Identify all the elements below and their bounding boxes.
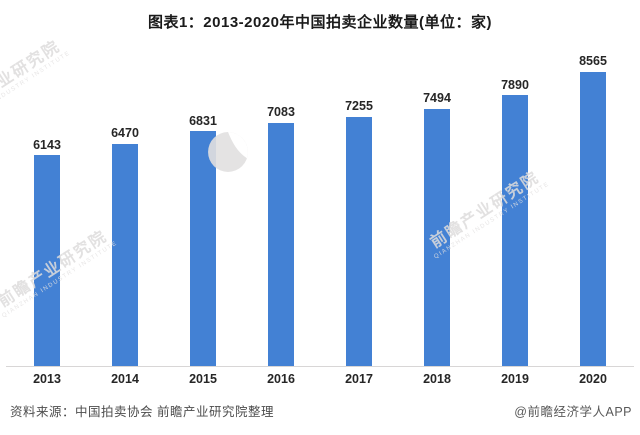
bar bbox=[346, 116, 372, 366]
bar bbox=[112, 143, 138, 366]
x-axis-line bbox=[6, 366, 634, 367]
bar-value-label: 7255 bbox=[345, 99, 373, 114]
bar-value-label: 6831 bbox=[189, 113, 217, 128]
bar-column: 6470 bbox=[86, 50, 164, 366]
bar bbox=[424, 108, 450, 366]
x-axis-labels: 2013 2014 2015 2016 2017 2018 2019 2020 bbox=[8, 372, 632, 386]
bar-column: 8565 bbox=[554, 50, 632, 366]
bar-column: 6143 bbox=[8, 50, 86, 366]
chart-title: 图表1：2013-2020年中国拍卖企业数量(单位：家) bbox=[147, 14, 493, 31]
bar bbox=[580, 71, 606, 366]
bar-column: 7083 bbox=[242, 50, 320, 366]
bar-value-label: 6143 bbox=[33, 137, 61, 152]
bar bbox=[190, 131, 216, 366]
x-tick-label: 2019 bbox=[501, 372, 529, 386]
x-tick-label: 2014 bbox=[111, 372, 139, 386]
x-tick-label: 2018 bbox=[423, 372, 451, 386]
x-tick-label: 2015 bbox=[189, 372, 217, 386]
bar-value-label: 6470 bbox=[111, 126, 139, 141]
bar bbox=[502, 95, 528, 366]
bar-column: 7255 bbox=[320, 50, 398, 366]
bar bbox=[268, 122, 294, 366]
bars: 6143 6470 6831 7083 7255 7494 7890 8565 bbox=[8, 50, 632, 366]
source-note: 资料来源：中国拍卖协会 前瞻产业研究院整理 bbox=[10, 405, 274, 419]
bar-value-label: 7890 bbox=[501, 77, 529, 92]
x-tick-label: 2017 bbox=[345, 372, 373, 386]
bar-value-label: 8565 bbox=[579, 54, 607, 69]
x-tick-label: 2020 bbox=[579, 372, 607, 386]
credit-note: @前瞻经济学人APP bbox=[514, 405, 632, 419]
x-tick-label: 2016 bbox=[267, 372, 295, 386]
bar bbox=[34, 155, 60, 366]
bar-column: 7890 bbox=[476, 50, 554, 366]
bar-value-label: 7083 bbox=[267, 105, 295, 120]
bar-column: 6831 bbox=[164, 50, 242, 366]
bar-column: 7494 bbox=[398, 50, 476, 366]
x-tick-label: 2013 bbox=[33, 372, 61, 386]
bar-value-label: 7494 bbox=[423, 91, 451, 106]
